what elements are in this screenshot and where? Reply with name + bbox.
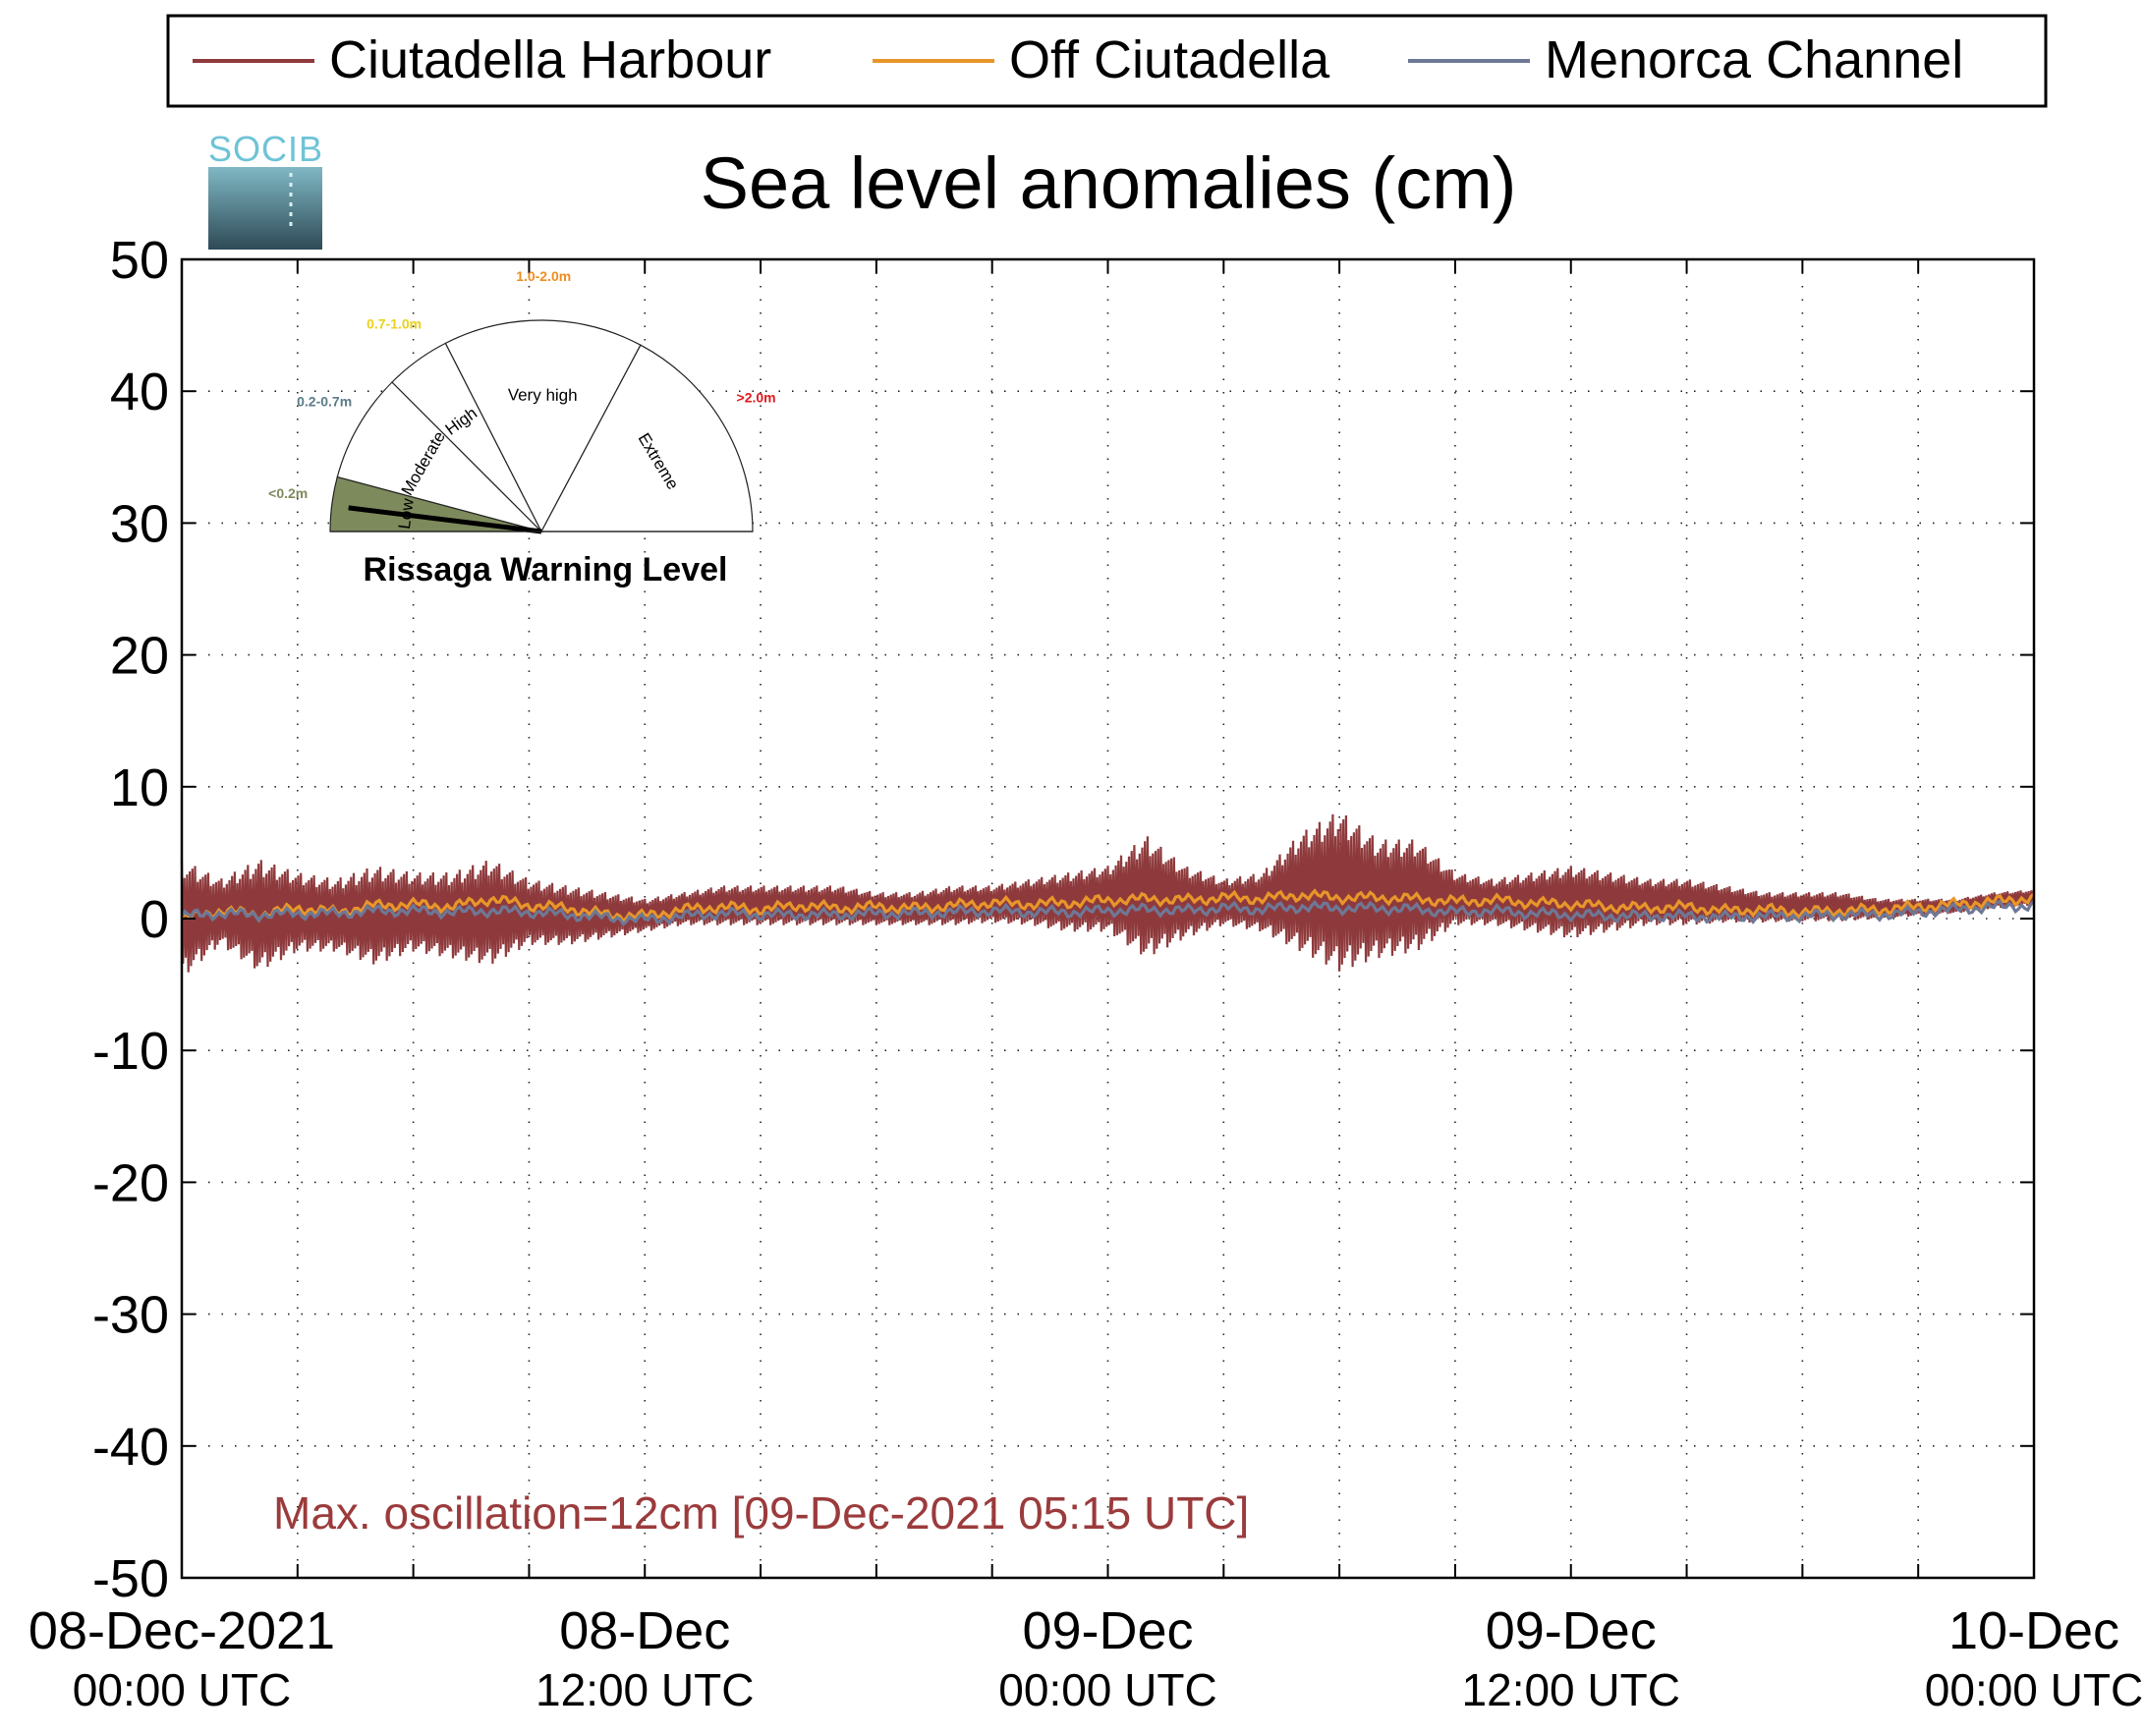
y-tick-label: 30 <box>110 494 169 553</box>
gauge-range-label: 1.0-2.0m <box>516 268 571 284</box>
gauge-range-label: >2.0m <box>737 390 776 406</box>
gauge-needle <box>348 505 542 534</box>
gauge-sector-label: Very high <box>508 385 578 405</box>
rissaga-gauge: Low<0.2mModerate0.2-0.7mHigh0.7-1.0mVery… <box>268 268 776 534</box>
y-tick-label: 50 <box>110 231 169 290</box>
y-axis-labels: 50 40 30 20 10 0 -10 -20 -30 -40 -50 <box>92 231 169 1608</box>
axis-ticks <box>181 258 2035 1579</box>
chart-title: Sea level anomalies (cm) <box>701 142 1517 224</box>
socib-logo: SOCIB <box>208 129 323 250</box>
gauge-sector-moderate <box>336 381 544 533</box>
x-tick-label-date: 08-Dec <box>559 1601 730 1660</box>
y-tick-label: -50 <box>92 1549 169 1608</box>
x-tick-label-date: 09-Dec <box>1022 1601 1193 1660</box>
x-tick-label-date: 09-Dec <box>1486 1601 1657 1660</box>
y-tick-label: -10 <box>92 1022 169 1081</box>
y-tick-label: 0 <box>140 890 169 949</box>
x-tick-label-time: 12:00 UTC <box>1462 1664 1680 1715</box>
legend-label: Ciutadella Harbour <box>329 30 771 89</box>
gauge-sector-extreme <box>540 344 754 532</box>
x-tick-label-time: 00:00 UTC <box>998 1664 1216 1715</box>
x-tick-label-time: 12:00 UTC <box>536 1664 754 1715</box>
y-tick-label: 20 <box>110 627 169 686</box>
legend-label: Menorca Channel <box>1545 30 1963 89</box>
y-tick-label: -30 <box>92 1286 169 1345</box>
logo-text: SOCIB <box>208 129 323 169</box>
gauge-sector-very-high <box>444 319 642 533</box>
x-tick-label-date: 08-Dec-2021 <box>28 1601 335 1660</box>
y-tick-label: 40 <box>110 363 169 421</box>
series-line-ciutadella-harbour <box>180 813 2036 973</box>
series-line-menorca-channel <box>180 899 2036 926</box>
series-line-off-ciutadella <box>180 888 2036 924</box>
legend: Ciutadella Harbour Off Ciutadella Menorca … <box>166 14 2048 108</box>
gauge-title: Rissaga Warning Level <box>364 551 728 588</box>
gauge-range-label: 0.7-1.0m <box>367 316 422 332</box>
logo-block <box>208 167 322 250</box>
y-tick-label: -20 <box>92 1153 169 1212</box>
gauge-range-label: 0.2-0.7m <box>297 394 352 410</box>
y-tick-label: -40 <box>92 1418 169 1477</box>
x-tick-label-time: 00:00 UTC <box>73 1664 291 1715</box>
series-layer <box>180 813 2036 973</box>
gauge-range-label: <0.2m <box>268 485 308 501</box>
legend-frame <box>166 14 2048 108</box>
y-tick-label: 10 <box>110 758 169 817</box>
x-tick-label-date: 10-Dec <box>1948 1601 2119 1660</box>
max-oscillation-annotation: Max. oscillation=12cm [09-Dec-2021 05:15… <box>273 1487 1249 1539</box>
x-tick-label-time: 00:00 UTC <box>1925 1664 2143 1715</box>
legend-label: Off Ciutadella <box>1009 30 1330 89</box>
